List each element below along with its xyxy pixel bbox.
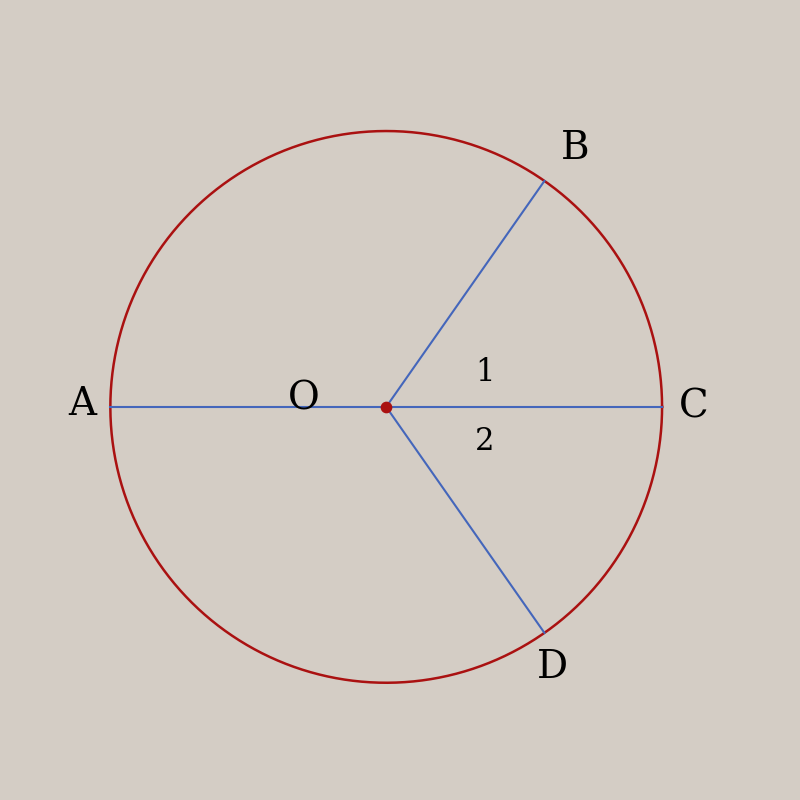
- Text: D: D: [537, 650, 568, 686]
- Text: 1: 1: [475, 357, 494, 388]
- Text: C: C: [678, 388, 708, 426]
- Text: B: B: [561, 130, 590, 167]
- Text: A: A: [69, 386, 97, 422]
- Point: [380, 401, 393, 414]
- Text: O: O: [287, 380, 319, 417]
- Text: 2: 2: [475, 426, 494, 457]
